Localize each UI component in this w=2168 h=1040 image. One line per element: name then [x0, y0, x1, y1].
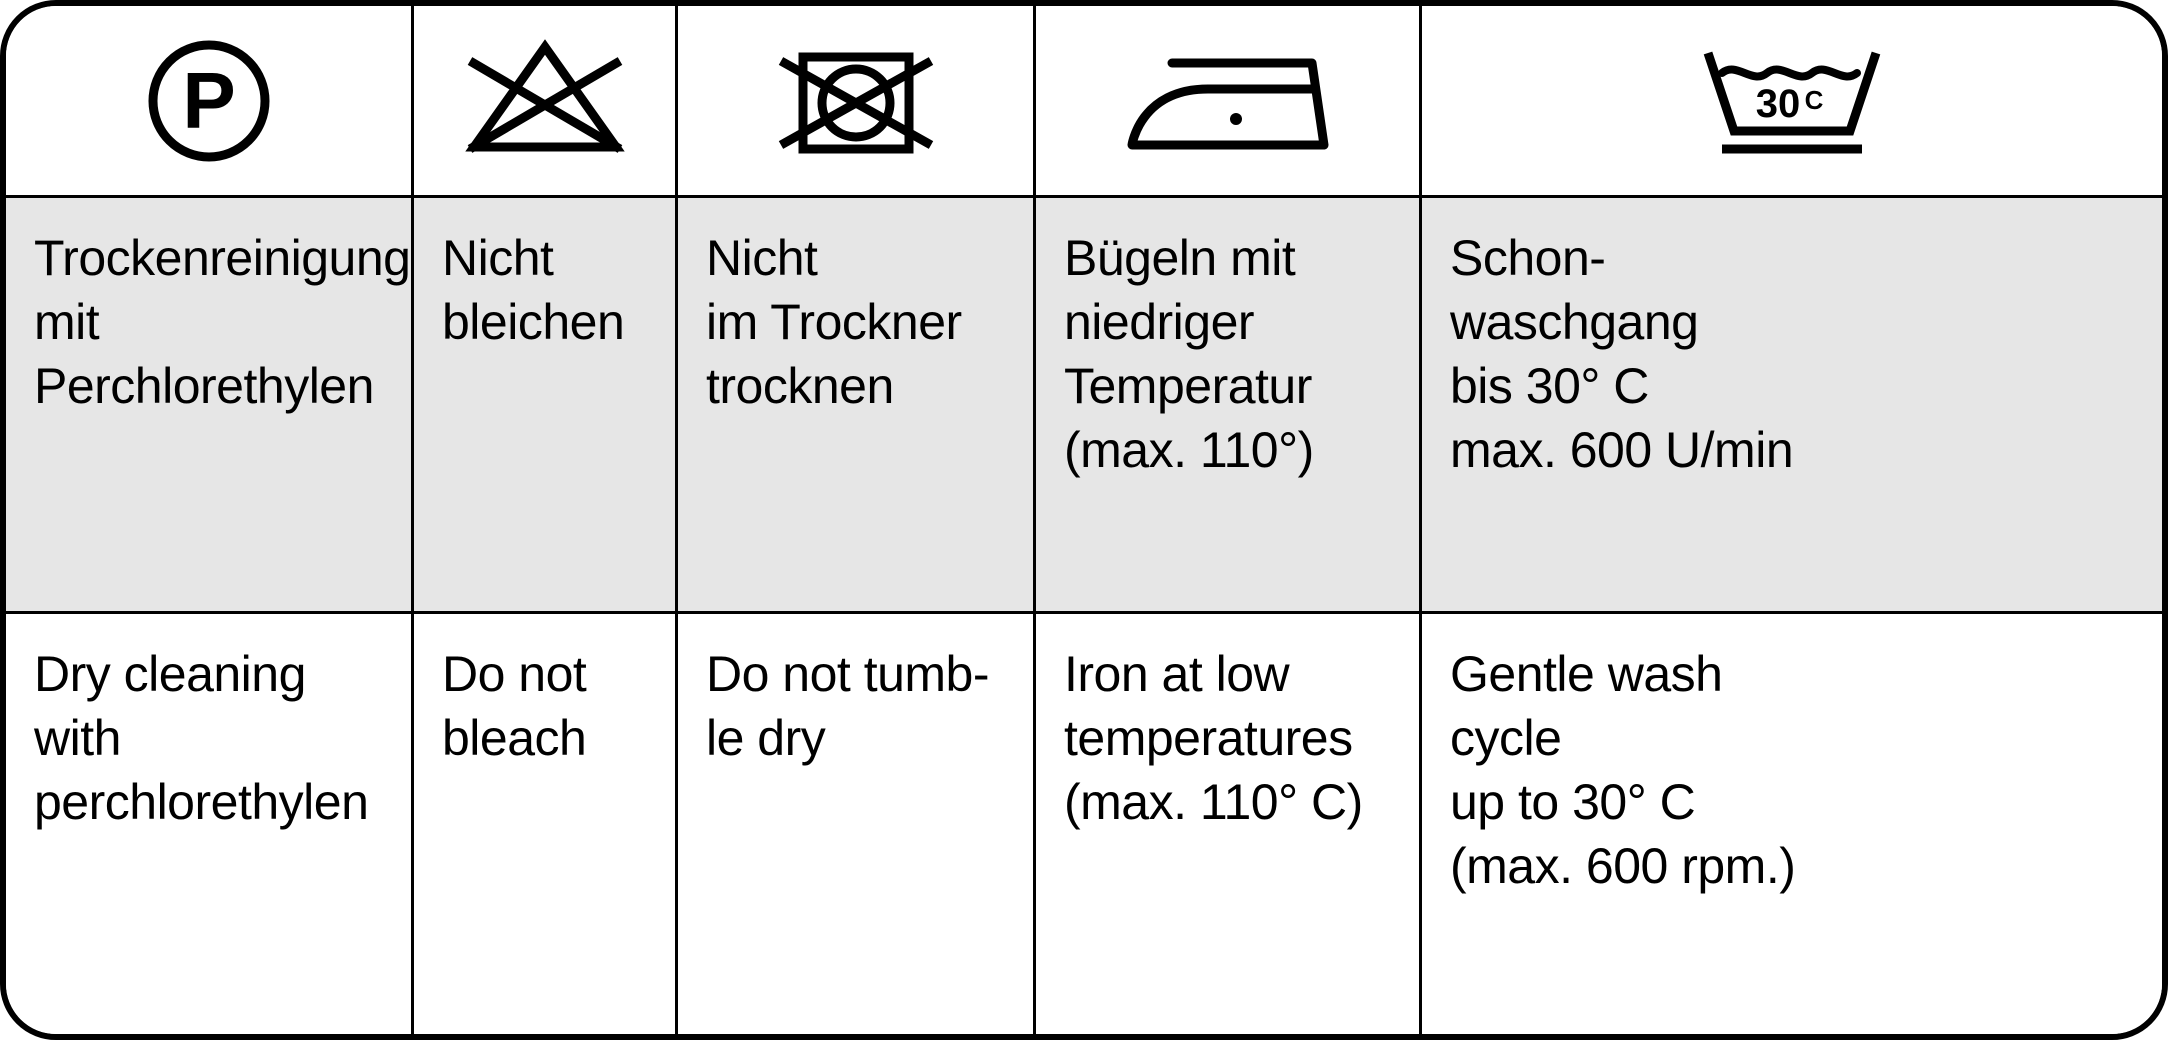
- column-no-tumble-dry: Nicht im Trockner trocknen Do not tumb- …: [678, 6, 1036, 1034]
- svg-text:P: P: [182, 56, 235, 145]
- text-en: Do not bleach: [442, 642, 586, 770]
- column-dryclean: P Trockenreinigung mit Perchlorethylen D…: [6, 6, 414, 1034]
- icon-cell: P: [6, 6, 411, 198]
- icon-cell: [414, 6, 675, 198]
- text-en-cell: Do not bleach: [414, 614, 675, 1034]
- care-instructions-table: P Trockenreinigung mit Perchlorethylen D…: [0, 0, 2168, 1040]
- text-de: Schon- waschgang bis 30° C max. 600 U/mi…: [1450, 226, 1793, 482]
- column-iron-low: Bügeln mit niedriger Temperatur (max. 11…: [1036, 6, 1422, 1034]
- iron-low-icon: [1118, 31, 1338, 171]
- text-en: Dry cleaning with perchlorethylen: [34, 642, 383, 834]
- text-de: Bügeln mit niedriger Temperatur (max. 11…: [1064, 226, 1314, 482]
- text-de: Nicht im Trockner trocknen: [706, 226, 962, 418]
- column-wash-30: 30 C Schon- waschgang bis 30° C max. 600…: [1422, 6, 2162, 1034]
- text-de-cell: Schon- waschgang bis 30° C max. 600 U/mi…: [1422, 198, 2162, 614]
- no-bleach-icon: [460, 31, 630, 171]
- text-en-cell: Do not tumb- le dry: [678, 614, 1033, 1034]
- column-no-bleach: Nicht bleichen Do not bleach: [414, 6, 678, 1034]
- icon-cell: [678, 6, 1033, 198]
- text-en: Gentle wash cycle up to 30° C (max. 600 …: [1450, 642, 1795, 898]
- text-de: Nicht bleichen: [442, 226, 624, 354]
- text-de-cell: Trockenreinigung mit Perchlorethylen: [6, 198, 411, 614]
- text-en: Do not tumb- le dry: [706, 642, 989, 770]
- icon-cell: [1036, 6, 1419, 198]
- text-en: Iron at low temperatures (max. 110° C): [1064, 642, 1363, 834]
- text-de-cell: Nicht bleichen: [414, 198, 675, 614]
- wash-30-icon: 30 C: [1692, 31, 1892, 171]
- dryclean-p-icon: P: [139, 31, 279, 171]
- text-de: Trockenreinigung mit Perchlorethylen: [34, 226, 410, 418]
- no-tumble-dry-icon: [771, 31, 941, 171]
- text-en-cell: Dry cleaning with perchlorethylen: [6, 614, 411, 1034]
- wash-temp-text: 30: [1756, 82, 1801, 126]
- text-de-cell: Bügeln mit niedriger Temperatur (max. 11…: [1036, 198, 1419, 614]
- text-de-cell: Nicht im Trockner trocknen: [678, 198, 1033, 614]
- text-en-cell: Gentle wash cycle up to 30° C (max. 600 …: [1422, 614, 2162, 1034]
- text-en-cell: Iron at low temperatures (max. 110° C): [1036, 614, 1419, 1034]
- icon-cell: 30 C: [1422, 6, 2162, 198]
- wash-unit-text: C: [1805, 85, 1824, 115]
